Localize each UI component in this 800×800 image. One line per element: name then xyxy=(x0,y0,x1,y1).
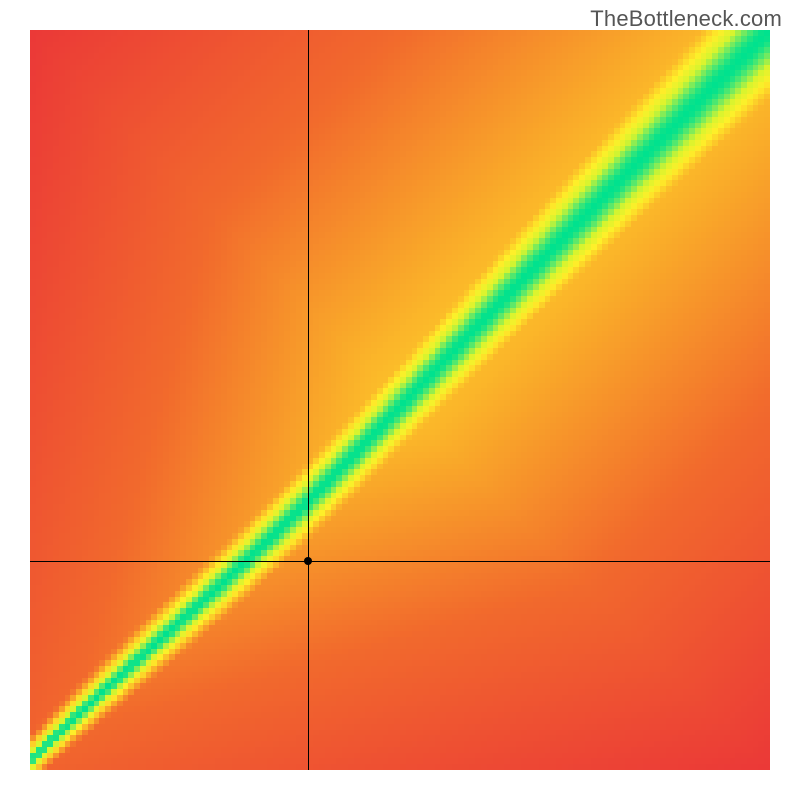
watermark-text: TheBottleneck.com xyxy=(590,6,782,32)
heatmap-canvas xyxy=(30,30,770,770)
crosshair-dot xyxy=(304,557,312,565)
crosshair-horizontal xyxy=(30,561,770,562)
figure-wrapper: TheBottleneck.com xyxy=(0,0,800,800)
crosshair-vertical xyxy=(308,30,309,770)
heatmap-plot xyxy=(30,30,770,770)
